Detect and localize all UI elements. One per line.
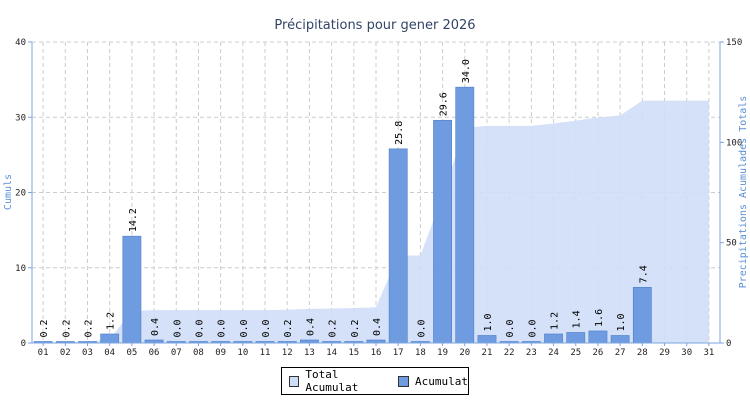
x-tick-label: 04 xyxy=(104,348,115,358)
bar-value-label: 0.0 xyxy=(239,319,250,337)
bar-day-27 xyxy=(610,335,630,344)
y-axis-label: Cumuls xyxy=(3,174,14,210)
legend-label-total: Total Acumulat xyxy=(305,368,359,394)
x-tick-label: 21 xyxy=(482,348,493,358)
bar-value-label: 1.2 xyxy=(106,312,117,330)
x-tick-label: 27 xyxy=(615,348,626,358)
x-tick-label: 05 xyxy=(126,348,137,358)
legend-swatch-total xyxy=(289,375,300,387)
x-tick-label: 31 xyxy=(703,348,714,358)
bar-value-label: 0.2 xyxy=(328,319,339,337)
x-tick-label: 01 xyxy=(38,348,49,358)
bar-day-19 xyxy=(433,119,452,344)
y-tick-label: 40 xyxy=(15,38,26,48)
x-tick-label: 02 xyxy=(60,348,71,358)
bar-value-label: 29.6 xyxy=(439,92,450,116)
x-tick-label: 19 xyxy=(437,348,448,358)
bar-value-label: 0.2 xyxy=(283,319,294,337)
x-tick-label: 30 xyxy=(681,348,692,358)
bar-value-label: 0.2 xyxy=(83,319,94,337)
total-area xyxy=(32,100,709,343)
bar-value-label: 0.0 xyxy=(505,319,516,337)
y-tick-label: 30 xyxy=(15,113,26,123)
axes: 0 10 20 30 40 0 50 100 150 01 02 03 04 05 06 07 08 09 10 11… xyxy=(15,38,742,358)
legend-label-daily: Acumulat xyxy=(415,374,468,388)
bar-day-04 xyxy=(100,333,120,344)
y2-tick-label: 150 xyxy=(726,38,742,48)
x-tick-label: 12 xyxy=(282,348,293,358)
bar-value-label: 0.2 xyxy=(350,319,361,337)
bar-value-label: 0.0 xyxy=(217,319,228,337)
x-tick-label: 09 xyxy=(215,348,226,358)
x-tick-label: 08 xyxy=(193,348,204,358)
bar-day-17 xyxy=(388,148,408,344)
y2-tick-label: 100 xyxy=(726,138,742,148)
x-tick-label: 18 xyxy=(415,348,426,358)
y2-tick-label: 50 xyxy=(726,239,737,249)
x-tick-label: 06 xyxy=(149,348,160,358)
legend-item-total: Total Acumulat xyxy=(289,368,392,394)
total-area-series xyxy=(32,100,709,343)
bar-day-25 xyxy=(566,332,586,344)
x-tick-label: 13 xyxy=(304,348,315,358)
bar-value-label: 0.0 xyxy=(261,319,272,337)
x-tick-label: 10 xyxy=(237,348,248,358)
bar-value-label: 1.4 xyxy=(572,310,583,328)
bar-value-label: 1.0 xyxy=(616,313,627,331)
x-tick-label: 17 xyxy=(393,348,404,358)
bar-day-26 xyxy=(588,330,608,344)
bar-value-label: 0.2 xyxy=(39,319,50,337)
y2-tick-label: 0 xyxy=(726,339,731,349)
x-tick-label: 07 xyxy=(171,348,182,358)
bar-value-label: 1.0 xyxy=(483,313,494,331)
bar-value-label: 1.6 xyxy=(594,309,605,327)
bar-value-label: 34.0 xyxy=(461,59,472,83)
y-tick-label: 10 xyxy=(15,264,26,274)
bar-value-label: 14.2 xyxy=(128,208,139,232)
y-tick-label: 20 xyxy=(15,189,26,199)
x-tick-label: 22 xyxy=(504,348,515,358)
y-tick-label: 0 xyxy=(21,339,26,349)
x-tick-label: 16 xyxy=(371,348,382,358)
x-tick-label: 24 xyxy=(548,348,559,358)
x-tick-label: 11 xyxy=(260,348,271,358)
daily-bar-series: 0.2 0.2 0.2 1.2 14.2 0.4 0.0 0.0 0.0 0.0 0.0 0.2 0.4… xyxy=(33,59,652,344)
bar-value-label: 1.2 xyxy=(550,312,561,330)
x-tick-label: 25 xyxy=(570,348,581,358)
legend-swatch-daily xyxy=(398,375,410,387)
bar-day-20 xyxy=(455,86,475,344)
bar-value-label: 0.4 xyxy=(372,318,383,336)
bar-value-label: 7.4 xyxy=(638,265,649,283)
chart-title: Précipitations pour gener 2026 xyxy=(274,18,475,33)
bar-day-28 xyxy=(632,287,652,344)
legend-item-daily: Acumulat xyxy=(398,375,468,388)
x-tick-label: 15 xyxy=(348,348,359,358)
y2-axis-label: Precipitations Acumulades Totals xyxy=(738,96,749,289)
x-tick-label: 20 xyxy=(459,348,470,358)
x-tick-label: 03 xyxy=(82,348,93,358)
bar-day-21 xyxy=(477,335,497,344)
bar-value-label: 0.4 xyxy=(305,318,316,336)
bar-value-label: 0.0 xyxy=(172,319,183,337)
bar-value-label: 0.0 xyxy=(194,319,205,337)
bar-value-label: 0.0 xyxy=(527,319,538,337)
bar-day-24 xyxy=(544,333,563,344)
legend: Total Acumulat Acumulat xyxy=(281,367,469,395)
x-tick-label: 29 xyxy=(659,348,670,358)
bar-value-label: 0.0 xyxy=(416,319,427,337)
bar-day-05 xyxy=(122,235,142,344)
x-tick-label: 26 xyxy=(593,348,604,358)
bar-value-label: 0.2 xyxy=(61,319,72,337)
x-tick-label: 28 xyxy=(637,348,648,358)
bar-value-label: 25.8 xyxy=(394,121,405,145)
bar-value-label: 0.4 xyxy=(150,318,161,336)
x-tick-label: 23 xyxy=(526,348,537,358)
x-tick-label: 14 xyxy=(326,348,337,358)
